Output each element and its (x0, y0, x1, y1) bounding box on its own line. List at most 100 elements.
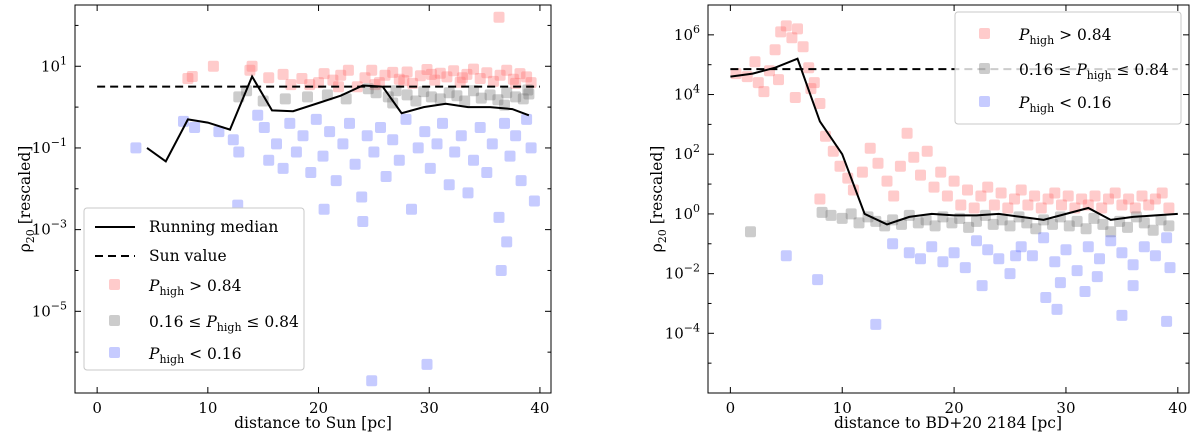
x-tick-label: 20 (945, 399, 964, 417)
scatter-point-low (368, 146, 380, 158)
scatter-point-high (908, 151, 920, 163)
scatter-point-high (285, 79, 297, 91)
scatter-point-low (1071, 265, 1083, 277)
scatter-point-high (775, 26, 787, 38)
scatter-point-high (461, 68, 473, 80)
scatter-point-low (406, 203, 417, 215)
scatter-point-low (993, 253, 1005, 265)
scatter-point-mid (929, 220, 941, 232)
scatter-point-high (456, 72, 468, 84)
left-running-median-line (146, 74, 530, 163)
scatter-point-high (246, 60, 258, 72)
scatter-point-low (1116, 309, 1128, 321)
left-y-axis-label: ρ20 [rescaled] (16, 146, 37, 253)
legend-mid-swatch (109, 315, 120, 326)
scatter-point-high (1076, 193, 1088, 205)
scatter-point-low (926, 241, 938, 253)
scatter-point-mid (1122, 221, 1133, 233)
scatter-point-low (1127, 259, 1139, 271)
scatter-point-low (130, 142, 142, 154)
x-tick-label: 20 (309, 399, 328, 417)
legend-mid-swatch (979, 63, 990, 74)
scatter-point-low (375, 122, 386, 133)
scatter-point-low (455, 130, 467, 142)
scatter-point-high (814, 193, 826, 205)
right-x-ticks: 0 10 20 30 40 (726, 5, 1187, 417)
scatter-point-mid (853, 217, 865, 229)
scatter-point-low (948, 247, 960, 259)
scatter-point-high (814, 98, 826, 109)
scatter-point-low (495, 265, 507, 276)
scatter-point-low (1026, 250, 1038, 262)
scatter-point-high (1035, 202, 1047, 214)
scatter-point-low (366, 375, 378, 387)
y-tick-label: 10−1 (32, 136, 67, 157)
scatter-point-mid (370, 87, 382, 99)
scatter-point-high (1029, 190, 1041, 202)
scatter-point-high (1062, 190, 1074, 202)
scatter-point-high (935, 166, 947, 178)
scatter-point-low (510, 130, 522, 142)
scatter-point-high (1022, 199, 1034, 211)
y-tick-label: 104 (674, 83, 700, 104)
scatter-point-high (1096, 202, 1108, 214)
scatter-point-mid (1138, 217, 1150, 229)
left-chart: 0 10 20 30 40 101 10−1 10−3 10−5 distance to Su… (16, 4, 552, 432)
scatter-point-high (769, 44, 781, 56)
scatter-point-low (412, 142, 424, 154)
scatter-point-high (1109, 187, 1121, 199)
scatter-point-low (1161, 232, 1173, 244)
scatter-point-mid (1030, 223, 1042, 235)
scatter-point-high (968, 202, 980, 214)
scatter-point-low (393, 154, 405, 166)
scatter-point-high (789, 92, 801, 103)
scatter-point-low (443, 179, 455, 191)
scatter-point-mid (1088, 212, 1100, 224)
scatter-point-low (400, 113, 412, 125)
scatter-point-low (493, 211, 505, 223)
scatter-point-low (501, 236, 513, 248)
scatter-point-high (296, 73, 308, 84)
legend-mid-label: 0.16 ≤ Phigh ≤ 0.84 (149, 313, 299, 334)
scatter-point-low (528, 195, 540, 207)
scatter-point-low (349, 158, 361, 170)
y-tick-label: 102 (674, 142, 700, 163)
scatter-point-low (525, 142, 537, 154)
scatter-point-high (494, 69, 506, 81)
scatter-point-high (803, 62, 815, 74)
scatter-point-low (356, 191, 368, 203)
scatter-point-high (421, 64, 433, 75)
scatter-point-mid (1105, 226, 1117, 238)
scatter-point-high (856, 166, 868, 178)
scatter-point-low (1015, 241, 1027, 253)
scatter-point-high (468, 63, 479, 75)
scatter-point-low (1054, 277, 1066, 289)
scatter-point-high (881, 175, 893, 187)
scatter-point-mid (434, 93, 446, 105)
right-running-median-line (730, 57, 1178, 226)
scatter-point-mid (340, 93, 352, 105)
scatter-point-mid (425, 91, 437, 103)
scatter-point-high (901, 127, 913, 139)
scatter-point-low (1040, 292, 1052, 303)
scatter-point-low (421, 358, 433, 370)
y-tick-label: 10−4 (665, 321, 700, 342)
scatter-point-high (834, 160, 846, 172)
scatter-point-low (252, 109, 264, 121)
scatter-point-high (752, 77, 764, 89)
scatter-point-low (515, 175, 527, 187)
legend-high-label: Phigh > 0.84 (1018, 26, 1112, 47)
scatter-point-low (982, 244, 994, 256)
scatter-point-mid (279, 93, 291, 105)
scatter-point-mid (1147, 224, 1159, 236)
scatter-point-high (401, 66, 413, 78)
scatter-point-high (928, 181, 940, 193)
scatter-point-mid (825, 209, 837, 221)
scatter-point-mid (510, 91, 522, 103)
scatter-point-high (244, 64, 256, 76)
scatter-point-mid (1021, 217, 1033, 229)
scatter-point-high (335, 69, 347, 81)
scatter-point-high (414, 70, 426, 82)
scatter-point-low (290, 146, 302, 158)
scatter-point-low (812, 274, 824, 286)
